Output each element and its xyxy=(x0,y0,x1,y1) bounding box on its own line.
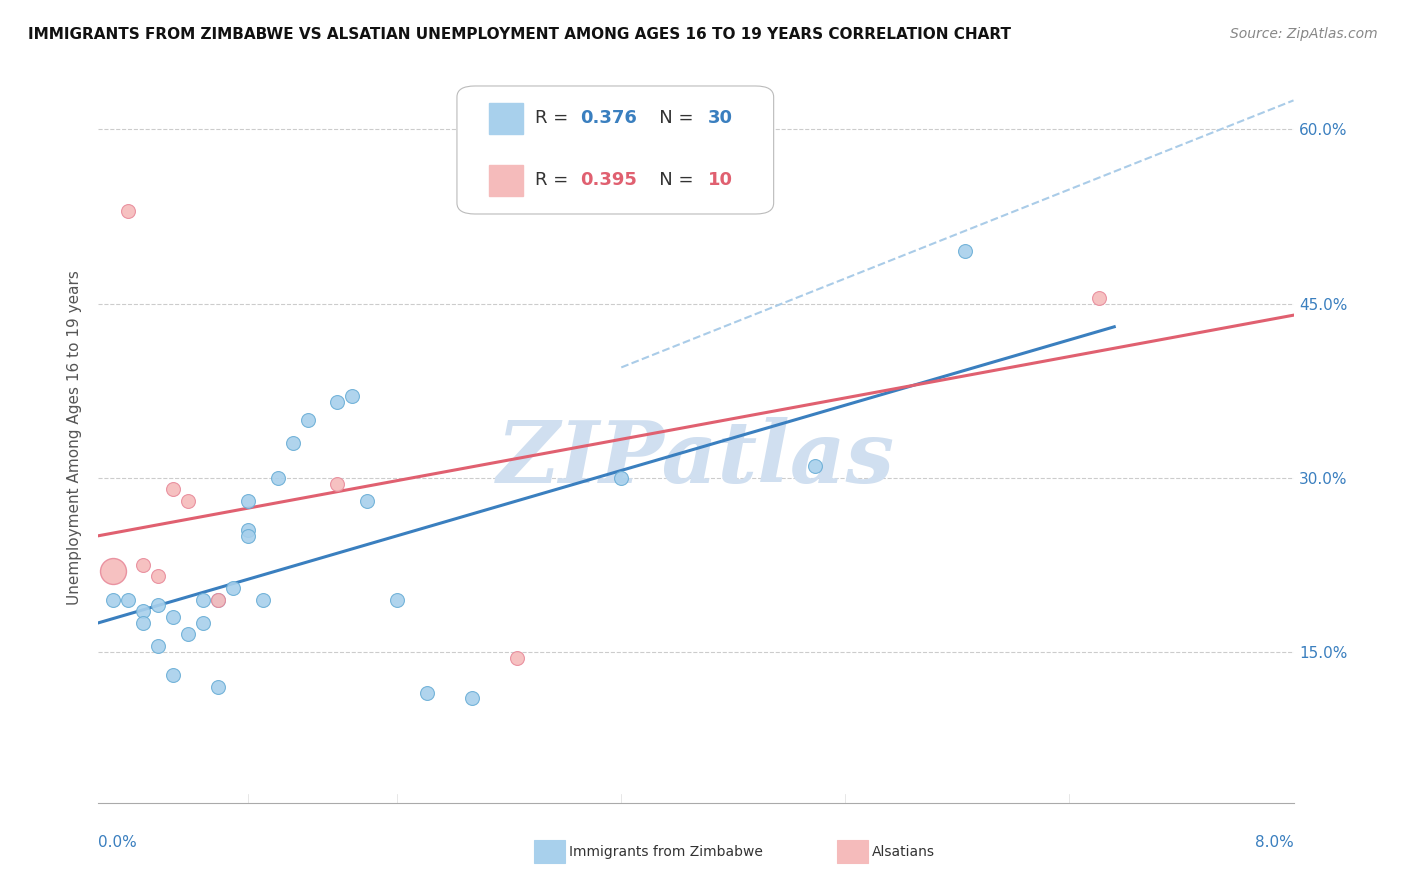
Point xyxy=(162,668,184,682)
Point xyxy=(148,639,170,653)
Text: Immigrants from Zimbabwe: Immigrants from Zimbabwe xyxy=(569,845,763,859)
Point xyxy=(191,592,214,607)
Text: Source: ZipAtlas.com: Source: ZipAtlas.com xyxy=(1230,27,1378,41)
Point xyxy=(117,203,139,218)
Point xyxy=(267,471,290,485)
Bar xyxy=(489,165,523,195)
Point xyxy=(385,592,409,607)
Text: 0.395: 0.395 xyxy=(581,171,637,189)
Point xyxy=(162,483,184,497)
Text: N =: N = xyxy=(643,171,699,189)
Point xyxy=(804,459,827,474)
Point xyxy=(103,592,125,607)
Point xyxy=(236,529,259,543)
Y-axis label: Unemployment Among Ages 16 to 19 years: Unemployment Among Ages 16 to 19 years xyxy=(67,269,83,605)
Point xyxy=(342,389,364,403)
Bar xyxy=(489,103,523,134)
Point xyxy=(326,476,349,491)
Text: 10: 10 xyxy=(709,171,733,189)
Point xyxy=(191,615,214,630)
Point xyxy=(132,558,155,572)
Point xyxy=(506,650,529,665)
Point xyxy=(416,685,439,699)
Text: ZIPatlas: ZIPatlas xyxy=(496,417,896,500)
Point xyxy=(326,395,349,409)
Text: 0.0%: 0.0% xyxy=(98,835,138,850)
Point xyxy=(207,592,229,607)
Point xyxy=(177,627,200,641)
FancyBboxPatch shape xyxy=(457,86,773,214)
Point xyxy=(953,244,976,259)
Point xyxy=(236,494,259,508)
Point xyxy=(207,592,229,607)
Point xyxy=(117,592,139,607)
Text: 0.376: 0.376 xyxy=(581,109,637,128)
Text: R =: R = xyxy=(534,109,574,128)
Point xyxy=(610,471,633,485)
Point xyxy=(132,604,155,618)
Text: Alsatians: Alsatians xyxy=(872,845,935,859)
Point xyxy=(236,523,259,537)
Point xyxy=(207,680,229,694)
Point xyxy=(297,412,319,426)
Text: N =: N = xyxy=(643,109,699,128)
Point xyxy=(356,494,378,508)
Point xyxy=(252,592,274,607)
Text: 8.0%: 8.0% xyxy=(1254,835,1294,850)
Text: 30: 30 xyxy=(709,109,733,128)
Point xyxy=(132,615,155,630)
Point xyxy=(461,691,484,706)
Point xyxy=(1088,291,1111,305)
Point xyxy=(148,569,170,583)
Point xyxy=(177,494,200,508)
Point xyxy=(222,581,245,595)
Point xyxy=(162,610,184,624)
Point xyxy=(148,599,170,613)
Text: R =: R = xyxy=(534,171,574,189)
Point xyxy=(103,564,125,578)
Point xyxy=(281,436,304,450)
Text: IMMIGRANTS FROM ZIMBABWE VS ALSATIAN UNEMPLOYMENT AMONG AGES 16 TO 19 YEARS CORR: IMMIGRANTS FROM ZIMBABWE VS ALSATIAN UNE… xyxy=(28,27,1011,42)
